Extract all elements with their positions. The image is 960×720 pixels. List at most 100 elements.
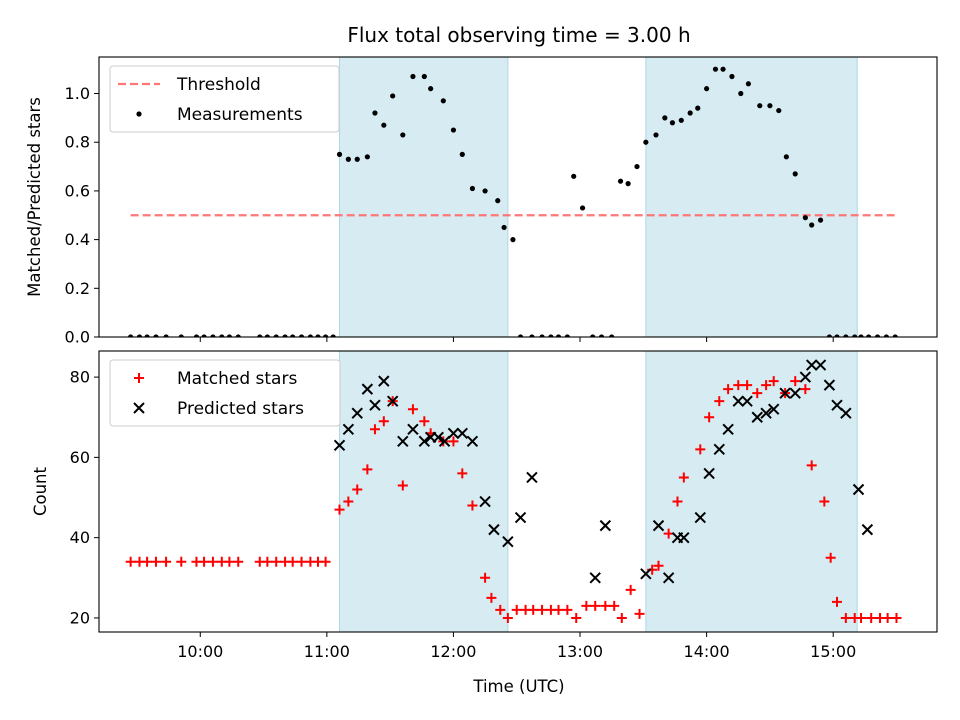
data-point [643, 140, 648, 145]
data-point [161, 557, 171, 567]
y-tick-label: 0.4 [65, 230, 90, 249]
y-tick-label: 0.2 [65, 279, 90, 298]
data-point [818, 218, 823, 223]
data-point [679, 118, 684, 123]
data-point [600, 521, 610, 531]
data-point [355, 157, 360, 162]
data-point [451, 127, 456, 132]
data-point [757, 103, 762, 108]
data-point [151, 557, 161, 567]
legend-label: Predicted stars [177, 399, 304, 419]
y-tick-label: 40 [70, 528, 90, 547]
data-point [528, 605, 538, 615]
data-point [288, 557, 298, 567]
legend: Threshold Measurements [110, 66, 339, 132]
data-point [460, 152, 465, 157]
data-point [516, 513, 526, 523]
data-point [510, 237, 515, 242]
data-point [618, 179, 623, 184]
data-point [590, 601, 600, 611]
data-point [883, 613, 893, 623]
data-point [372, 110, 377, 115]
flux-ratio-panel: 0.0 0.2 0.4 0.6 0.8 1.0 Matched/Predicted star… [25, 57, 937, 347]
data-point [688, 110, 693, 115]
data-point [617, 613, 627, 623]
data-point [571, 174, 576, 179]
data-point [738, 91, 743, 96]
legend-label: Threshold [176, 75, 261, 95]
data-point [600, 601, 610, 611]
data-point [365, 154, 370, 159]
legend-label: Measurements [177, 105, 303, 125]
data-point [581, 601, 591, 611]
data-point [428, 86, 433, 91]
data-point [571, 613, 581, 623]
legend: Matched stars Predicted stars [110, 360, 340, 426]
data-point [537, 605, 547, 615]
data-point [626, 585, 636, 595]
data-point [776, 108, 781, 113]
data-point [891, 613, 901, 623]
data-point [199, 557, 209, 567]
data-point [862, 525, 872, 535]
data-point [126, 557, 136, 567]
shaded-interval-0 [340, 57, 508, 337]
x-tick-label: 10:00 [177, 642, 223, 661]
y-tick-label: 1.0 [65, 84, 90, 103]
x-tick-label: 12:00 [430, 642, 476, 661]
data-point [381, 123, 386, 128]
data-point [653, 132, 658, 137]
x-tick-label: 14:00 [684, 642, 730, 661]
data-point [470, 186, 475, 191]
shaded-interval-1 [646, 351, 857, 632]
data-point [554, 605, 564, 615]
data-point [176, 557, 186, 567]
data-point [321, 557, 331, 567]
data-point [495, 198, 500, 203]
data-point [224, 557, 234, 567]
chart-title: Flux total observing time = 3.00 h [347, 23, 690, 47]
data-point [793, 171, 798, 176]
data-point [670, 120, 675, 125]
data-point [809, 222, 814, 227]
data-point [233, 557, 243, 567]
data-point [803, 215, 808, 220]
y-tick-label: 0.6 [65, 181, 90, 200]
star-count-panel: 2040608010:00 11:00 12:00 13:00 14:00 15:00Co… [31, 351, 937, 661]
y-tick-label: 0.8 [65, 133, 90, 152]
data-point [346, 157, 351, 162]
y-axis-label: Count [31, 466, 50, 516]
data-point [400, 132, 405, 137]
data-point [590, 573, 600, 583]
data-point [746, 81, 751, 86]
data-point [635, 609, 645, 619]
x-axis-label: Time (UTC) [472, 677, 564, 696]
data-point [527, 472, 537, 482]
data-point [390, 93, 395, 98]
y-tick-label: 20 [70, 608, 90, 627]
y-tick-label: 80 [70, 368, 90, 387]
x-tick-label: 11:00 [304, 642, 350, 661]
shaded-interval-0 [340, 351, 508, 632]
legend-label: Matched stars [177, 369, 297, 389]
data-point [297, 557, 307, 567]
data-point [580, 205, 585, 210]
data-point [501, 225, 506, 230]
data-point [713, 67, 718, 72]
data-point [729, 74, 734, 79]
legend-dot-swatch [136, 111, 141, 116]
data-point [271, 557, 281, 567]
data-point [704, 86, 709, 91]
data-point [609, 601, 619, 611]
data-point [208, 557, 218, 567]
data-point [562, 605, 572, 615]
x-tick-label: 13:00 [557, 642, 603, 661]
data-point [410, 74, 415, 79]
y-tick-label: 60 [70, 448, 90, 467]
data-point [767, 103, 772, 108]
figure: Flux total observing time = 3.00 h 0.00.… [0, 0, 960, 720]
data-point [337, 152, 342, 157]
data-point [720, 67, 725, 72]
data-point [482, 188, 487, 193]
data-point [512, 605, 522, 615]
